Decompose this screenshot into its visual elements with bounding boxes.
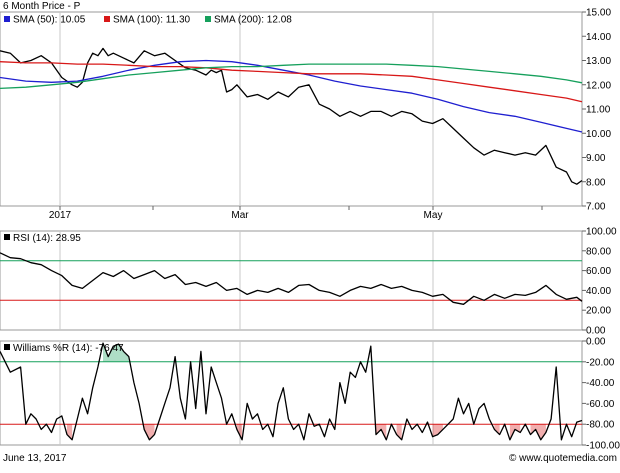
rsi-y-tick-label: 0.00 <box>586 326 606 337</box>
williams-oversold-fill <box>494 424 500 435</box>
williams-oversold-fill <box>396 424 402 440</box>
price-plot-area <box>0 11 583 207</box>
price-y-tick-label: 12.00 <box>586 80 611 91</box>
williams-y-tick-label: -20.00 <box>586 357 615 368</box>
price-legend: SMA (50): 10.05 SMA (100): 11.30 SMA (20… <box>4 15 292 26</box>
williams-y-tick-label: -80.00 <box>586 420 615 431</box>
price-x-tick-label: 2017 <box>49 210 72 221</box>
price-series-p <box>0 47 583 185</box>
legend-swatch-sma50 <box>4 16 10 22</box>
rsi-series-rsi-14 <box>0 252 583 305</box>
price-y-tick-label: 14.00 <box>586 32 611 43</box>
rsi-panel: RSI (14): 28.95 100.00 80.00 60.00 40.00 20.… <box>0 227 617 337</box>
williams-plot-area <box>0 340 583 446</box>
price-series-group <box>0 47 583 185</box>
williams-overbought-fill <box>103 343 129 362</box>
williams-title: Williams %R (14): -76.47 <box>13 343 124 354</box>
rsi-y-axis: 100.00 80.00 60.00 40.00 20.00 0.00 <box>582 227 617 337</box>
rsi-y-tick-label: 40.00 <box>586 286 611 297</box>
williams-oversold-fill <box>509 424 521 440</box>
price-grid <box>59 12 434 206</box>
williams-panel: Williams %R (14): -76.47 0.00 -20.00 -40.0… <box>0 337 620 452</box>
legend-label-sma100: SMA (100): 11.30 <box>113 15 191 26</box>
rsi-y-tick-label: 80.00 <box>586 246 611 257</box>
williams-oversold-fill <box>432 424 443 437</box>
rsi-y-tick-label: 60.00 <box>586 266 611 277</box>
price-panel: 6 Month Price - P SMA (50): 10.05 SMA (1… <box>0 1 611 221</box>
legend-label-sma50: SMA (50): 10.05 <box>13 15 86 26</box>
williams-y-tick-label: -60.00 <box>586 399 615 410</box>
price-y-tick-label: 8.00 <box>586 177 606 188</box>
footer-brand[interactable]: © www.quotemedia.com <box>509 453 617 464</box>
rsi-series-group <box>0 252 583 305</box>
price-y-tick-label: 13.00 <box>586 56 611 67</box>
williams-series-group <box>0 342 583 441</box>
price-x-tick-label: May <box>424 210 443 221</box>
williams-legend-swatch <box>4 344 10 350</box>
rsi-y-tick-label: 100.00 <box>586 227 617 238</box>
legend-swatch-sma100 <box>104 16 110 22</box>
price-chart-title: 6 Month Price - P <box>3 1 81 12</box>
rsi-plot-area <box>0 230 583 331</box>
legend-swatch-sma200 <box>205 16 211 22</box>
rsi-title: RSI (14): 28.95 <box>13 233 81 244</box>
price-y-tick-label: 10.00 <box>586 129 611 140</box>
price-series-sma-100 <box>0 61 583 103</box>
rsi-grid <box>59 231 434 330</box>
williams-grid <box>59 341 434 445</box>
williams-oversold-fill <box>530 424 546 440</box>
williams-y-tick-label: -40.00 <box>586 378 615 389</box>
price-series-sma-200 <box>0 63 583 90</box>
legend-label-sma200: SMA (200): 12.08 <box>214 15 292 26</box>
williams-series-williams-r-14 <box>0 342 583 441</box>
price-x-tick-label: Mar <box>231 210 249 221</box>
footer-date: June 13, 2017 <box>3 453 67 464</box>
williams-y-tick-label: -100.00 <box>586 441 620 452</box>
price-y-axis: 15.00 14.00 13.00 12.00 11.00 10.00 9.00 8.00 7.… <box>582 8 611 213</box>
price-y-tick-label: 11.00 <box>586 105 611 116</box>
williams-y-tick-label: 0.00 <box>586 337 606 348</box>
williams-y-axis: 0.00 -20.00 -40.00 -60.00 -80.00 -100.00 <box>582 337 620 452</box>
price-x-axis: 2017 Mar May <box>49 206 543 221</box>
williams-zone-fills <box>67 343 546 440</box>
price-y-tick-label: 9.00 <box>586 153 606 164</box>
williams-oversold-fill <box>144 424 155 440</box>
rsi-y-tick-label: 20.00 <box>586 306 611 317</box>
price-y-tick-label: 7.00 <box>586 202 606 213</box>
rsi-legend-swatch <box>4 234 10 240</box>
williams-oversold-fill <box>376 424 387 440</box>
price-y-tick-label: 15.00 <box>586 8 611 19</box>
